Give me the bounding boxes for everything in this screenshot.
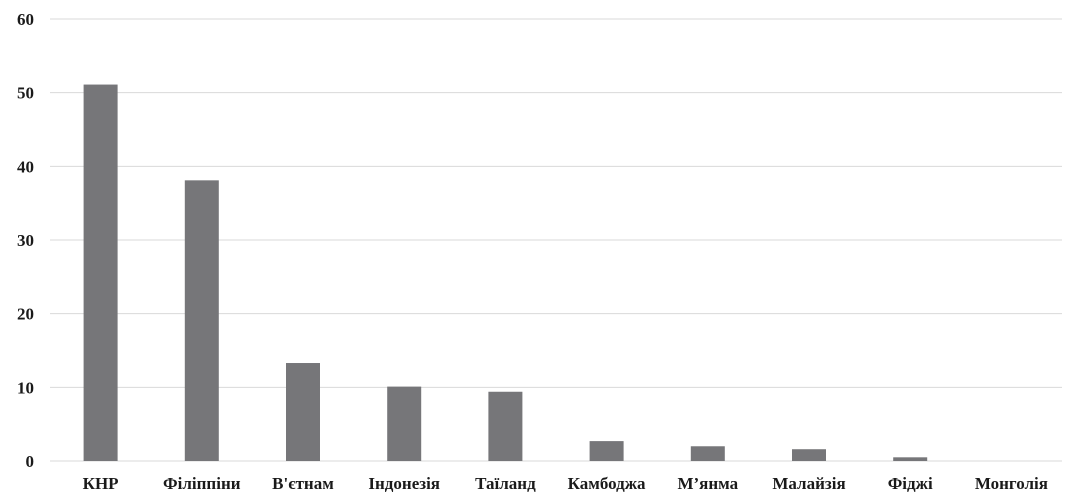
y-tick-label: 60 (17, 10, 34, 29)
y-tick-label: 10 (17, 378, 34, 397)
x-tick-label: М’янма (677, 474, 738, 493)
x-tick-label: Індонезія (368, 474, 440, 493)
bars (83, 84, 928, 462)
bar-8 (893, 457, 928, 461)
x-tick-label: Камбоджа (568, 474, 646, 493)
y-tick-label: 30 (17, 231, 34, 250)
y-tick-label: 0 (26, 452, 35, 471)
x-tick-label: Філіппіни (163, 474, 241, 493)
x-tick-label: Фіджі (888, 474, 933, 493)
x-tick-label: КНР (83, 474, 119, 493)
x-tick-label: Таїланд (475, 474, 536, 493)
bar-4 (488, 391, 523, 461)
bar-0 (83, 84, 118, 462)
bar-2 (286, 363, 320, 461)
bar-5 (589, 441, 624, 461)
bar-7 (792, 449, 826, 461)
y-axis-ticks: 0 10 20 30 40 50 60 (17, 10, 34, 471)
y-tick-label: 50 (17, 84, 34, 103)
y-tick-label: 40 (17, 157, 34, 176)
bar-1 (184, 180, 219, 461)
bar-6 (690, 446, 725, 461)
x-tick-label: В'єтнам (272, 474, 334, 493)
x-tick-label: Монголія (975, 474, 1048, 493)
x-axis-ticks: КНР Філіппіни В'єтнам Індонезія Таїланд Камбо… (83, 474, 1048, 493)
x-tick-label: Малайзія (772, 474, 845, 493)
y-tick-label: 20 (17, 305, 34, 324)
bar-3 (387, 386, 422, 461)
